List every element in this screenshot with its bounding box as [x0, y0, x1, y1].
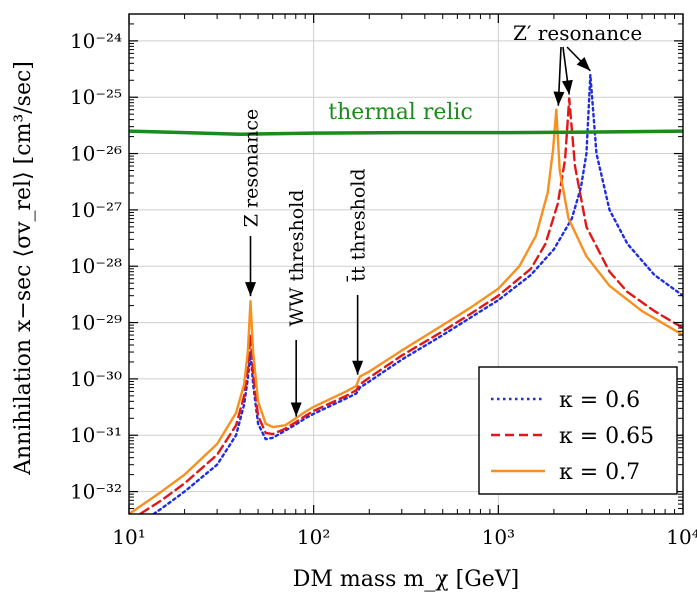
plot-frame: [128, 13, 684, 515]
legend-label-2: κ = 0.7: [559, 460, 640, 485]
x-axis-title: DM mass m_χ [GeV]: [293, 567, 520, 592]
tt-threshold-label: t̄t threshold: [346, 168, 370, 282]
ww-threshold-arrow-head: [290, 402, 302, 417]
annotations: thermal relic Z resonance WW threshold t̄t …: [241, 21, 642, 417]
axis-ticks: 10¹ 10² 10³ 10⁴ 10⁻³² 10⁻³¹ 10⁻³⁰ 10⁻²⁹ 10⁻²⁸ 10⁻…: [70, 13, 697, 549]
y-tick-label: 10⁻²⁷: [70, 198, 122, 222]
zprime-arrow-k065-head: [561, 79, 573, 95]
x-tick-label: 10²: [297, 525, 330, 549]
series-line-1: [137, 97, 683, 514]
y-tick-label: 10⁻²⁵: [70, 85, 122, 109]
y-tick-label: 10⁻²⁸: [70, 254, 122, 278]
y-tick-label: 10⁻³²: [70, 480, 122, 504]
z-resonance-arrow-head: [245, 282, 257, 297]
grid: [128, 14, 684, 514]
series-lines: [129, 73, 683, 514]
y-tick-label: 10⁻³¹: [70, 423, 122, 447]
thermal-relic-label: thermal relic: [328, 100, 472, 125]
legend-box: [478, 366, 678, 495]
zprime-resonance-label: Z′ resonance: [513, 21, 642, 45]
ww-threshold-label: WW threshold: [286, 190, 308, 327]
zprime-arrow-k06-head: [576, 56, 591, 71]
legend-label-0: κ = 0.6: [559, 388, 640, 413]
y-tick-label: 10⁻³⁰: [70, 367, 122, 391]
y-axis-title: Annihilation x−sec ⟨σv_rel⟩ [cm³/sec]: [11, 61, 36, 476]
y-tick-label: 10⁻²⁹: [70, 311, 122, 335]
series-line-0: [151, 73, 683, 514]
y-tick-label: 10⁻²⁶: [70, 142, 122, 166]
x-tick-label: 10⁴: [666, 525, 697, 549]
tt-threshold-arrow-head: [352, 360, 364, 375]
series-line-3: [129, 129, 683, 137]
zprime-arrow-k07-head: [553, 91, 565, 106]
y-tick-label: 10⁻²⁴: [70, 29, 122, 53]
x-tick-label: 10³: [482, 525, 515, 549]
legend: κ = 0.6 κ = 0.65 κ = 0.7: [478, 366, 678, 495]
legend-label-1: κ = 0.65: [559, 424, 654, 449]
series-line-2: [129, 108, 683, 514]
z-resonance-label: Z resonance: [241, 109, 263, 227]
x-tick-label: 10¹: [112, 525, 145, 549]
